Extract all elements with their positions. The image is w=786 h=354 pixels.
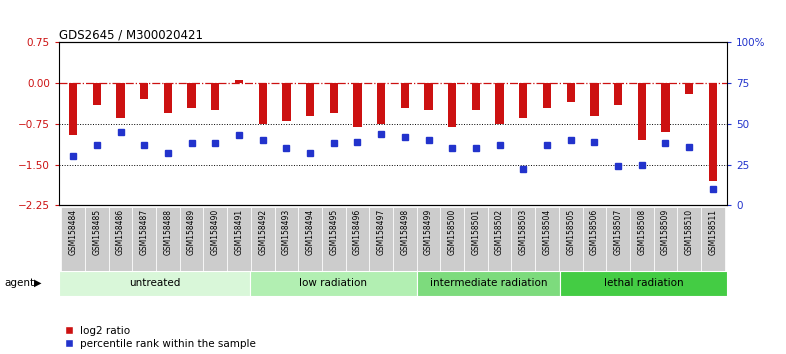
Text: GSM158493: GSM158493 xyxy=(282,209,291,255)
Bar xyxy=(93,83,101,105)
Bar xyxy=(424,83,432,110)
Bar xyxy=(614,83,623,105)
Bar xyxy=(520,83,527,119)
Bar xyxy=(282,83,291,121)
Bar xyxy=(448,83,457,127)
Text: untreated: untreated xyxy=(129,278,180,288)
Text: GSM158492: GSM158492 xyxy=(258,209,267,255)
Text: GSM158489: GSM158489 xyxy=(187,209,196,255)
Bar xyxy=(567,83,575,102)
Bar xyxy=(495,83,504,124)
Text: ▶: ▶ xyxy=(34,278,42,288)
FancyBboxPatch shape xyxy=(559,207,582,271)
Text: GSM158491: GSM158491 xyxy=(234,209,244,255)
FancyBboxPatch shape xyxy=(701,207,725,271)
FancyBboxPatch shape xyxy=(180,207,204,271)
FancyBboxPatch shape xyxy=(59,271,250,296)
Text: intermediate radiation: intermediate radiation xyxy=(430,278,547,288)
FancyBboxPatch shape xyxy=(535,207,559,271)
FancyBboxPatch shape xyxy=(85,207,108,271)
FancyBboxPatch shape xyxy=(606,207,630,271)
Bar xyxy=(329,83,338,113)
Bar xyxy=(116,83,125,119)
FancyBboxPatch shape xyxy=(251,207,274,271)
FancyBboxPatch shape xyxy=(346,207,369,271)
Text: GSM158490: GSM158490 xyxy=(211,209,220,255)
Text: GSM158505: GSM158505 xyxy=(566,209,575,255)
Text: GSM158502: GSM158502 xyxy=(495,209,504,255)
Text: GSM158488: GSM158488 xyxy=(163,209,172,255)
Text: GSM158504: GSM158504 xyxy=(542,209,552,255)
Text: agent: agent xyxy=(4,278,34,288)
Text: GSM158509: GSM158509 xyxy=(661,209,670,255)
Bar xyxy=(211,83,219,110)
Bar xyxy=(69,83,77,135)
Text: GSM158494: GSM158494 xyxy=(306,209,314,255)
Text: GSM158495: GSM158495 xyxy=(329,209,338,255)
Bar xyxy=(661,83,670,132)
Bar xyxy=(637,83,646,140)
FancyBboxPatch shape xyxy=(417,271,560,296)
FancyBboxPatch shape xyxy=(630,207,654,271)
Text: GSM158498: GSM158498 xyxy=(400,209,410,255)
Text: lethal radiation: lethal radiation xyxy=(604,278,683,288)
Bar xyxy=(140,83,149,99)
FancyBboxPatch shape xyxy=(227,207,251,271)
Bar xyxy=(590,83,598,116)
FancyBboxPatch shape xyxy=(440,207,464,271)
FancyBboxPatch shape xyxy=(369,207,393,271)
Text: GSM158484: GSM158484 xyxy=(68,209,78,255)
FancyBboxPatch shape xyxy=(582,207,606,271)
Text: GSM158485: GSM158485 xyxy=(93,209,101,255)
Text: GSM158503: GSM158503 xyxy=(519,209,528,255)
FancyBboxPatch shape xyxy=(654,207,678,271)
Bar xyxy=(188,83,196,108)
Text: GSM158500: GSM158500 xyxy=(448,209,457,255)
FancyBboxPatch shape xyxy=(488,207,512,271)
FancyBboxPatch shape xyxy=(512,207,535,271)
FancyBboxPatch shape xyxy=(204,207,227,271)
FancyBboxPatch shape xyxy=(250,271,417,296)
Bar xyxy=(472,83,480,110)
Text: GSM158487: GSM158487 xyxy=(140,209,149,255)
FancyBboxPatch shape xyxy=(560,271,727,296)
Bar xyxy=(709,83,717,181)
FancyBboxPatch shape xyxy=(393,207,417,271)
Text: GSM158497: GSM158497 xyxy=(376,209,386,255)
Text: GSM158511: GSM158511 xyxy=(708,209,718,255)
Text: low radiation: low radiation xyxy=(299,278,367,288)
FancyBboxPatch shape xyxy=(298,207,322,271)
Bar xyxy=(306,83,314,116)
Text: GSM158486: GSM158486 xyxy=(116,209,125,255)
FancyBboxPatch shape xyxy=(464,207,488,271)
Text: GSM158499: GSM158499 xyxy=(424,209,433,255)
Text: GSM158507: GSM158507 xyxy=(614,209,623,255)
Bar xyxy=(543,83,551,108)
Bar xyxy=(685,83,693,94)
FancyBboxPatch shape xyxy=(417,207,440,271)
Text: GSM158506: GSM158506 xyxy=(590,209,599,255)
Bar xyxy=(354,83,362,127)
Bar xyxy=(163,83,172,113)
Text: GSM158508: GSM158508 xyxy=(637,209,646,255)
FancyBboxPatch shape xyxy=(274,207,298,271)
Text: GSM158510: GSM158510 xyxy=(685,209,693,255)
FancyBboxPatch shape xyxy=(322,207,346,271)
Legend: log2 ratio, percentile rank within the sample: log2 ratio, percentile rank within the s… xyxy=(64,326,255,349)
FancyBboxPatch shape xyxy=(156,207,180,271)
Bar xyxy=(401,83,409,108)
Bar xyxy=(235,80,243,83)
FancyBboxPatch shape xyxy=(132,207,156,271)
Text: GSM158496: GSM158496 xyxy=(353,209,362,255)
Text: GDS2645 / M300020421: GDS2645 / M300020421 xyxy=(59,28,203,41)
Bar xyxy=(259,83,266,124)
FancyBboxPatch shape xyxy=(678,207,701,271)
Text: GSM158501: GSM158501 xyxy=(472,209,480,255)
FancyBboxPatch shape xyxy=(108,207,132,271)
FancyBboxPatch shape xyxy=(61,207,85,271)
Bar xyxy=(377,83,385,124)
